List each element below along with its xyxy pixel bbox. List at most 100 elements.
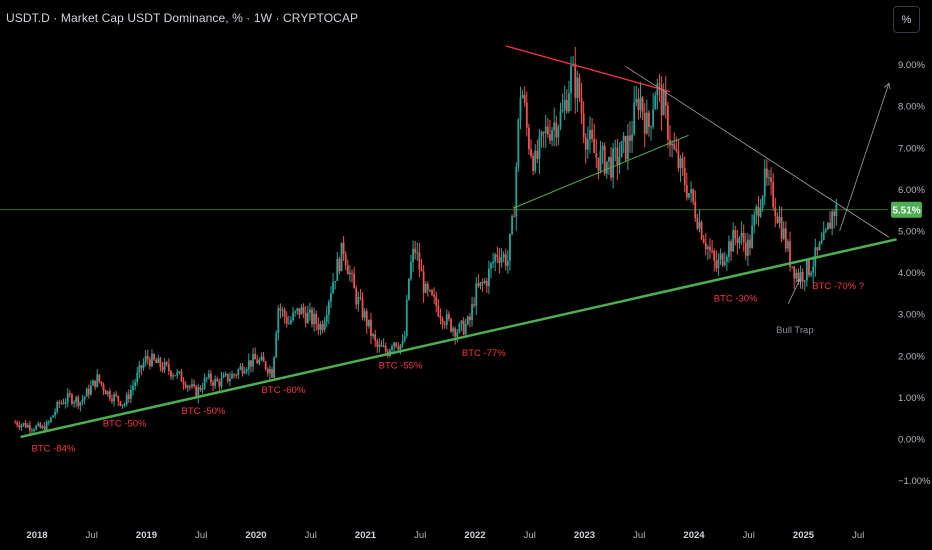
- symbol-title[interactable]: USDT.D · Market Cap USDT Dominance, % · …: [6, 11, 359, 25]
- candle-body: [469, 316, 471, 321]
- candle-body: [765, 168, 768, 178]
- candle-body: [528, 127, 530, 149]
- candle-body: [188, 386, 191, 388]
- candle-body: [199, 387, 202, 390]
- candle-body: [296, 308, 299, 312]
- candle-body: [159, 358, 162, 368]
- candle-body: [671, 143, 673, 146]
- trendline-triangle-low: [513, 134, 689, 209]
- candle-body: [782, 228, 785, 239]
- x-tick-label: Jul: [633, 530, 645, 541]
- candle-body: [121, 404, 124, 406]
- candle-body: [770, 177, 772, 182]
- candle-body: [271, 369, 273, 378]
- candle-body: [772, 181, 775, 208]
- candle-body: [182, 381, 185, 385]
- candle-body: [18, 425, 21, 428]
- annotation-label: BTC -77%: [462, 348, 506, 359]
- candle-body: [144, 355, 147, 363]
- candle-body: [784, 228, 787, 249]
- candle-body: [384, 345, 387, 352]
- candle-body: [521, 94, 524, 98]
- candle-body: [323, 321, 326, 331]
- x-tick-label: 2019: [136, 530, 157, 541]
- candle-body: [66, 393, 69, 403]
- trendline-projection-arrow: [839, 83, 890, 232]
- candle-body: [730, 241, 732, 252]
- candle-body: [300, 307, 303, 315]
- candle-body: [643, 112, 646, 134]
- candle-body: [768, 177, 770, 179]
- candle-body: [102, 384, 105, 391]
- candle-body: [692, 189, 695, 202]
- candle-body: [801, 271, 804, 282]
- candle-body: [454, 328, 457, 337]
- candle-body: [648, 112, 650, 127]
- candle-body: [829, 222, 831, 229]
- candle-body: [163, 362, 166, 371]
- arrowhead-projection-arrow: [884, 82, 891, 90]
- candle-body: [557, 127, 560, 138]
- candle-body: [633, 102, 636, 135]
- candle-body: [437, 305, 440, 316]
- candle-body: [77, 397, 80, 407]
- x-tick-label: Jul: [414, 530, 426, 541]
- candle-body: [546, 126, 549, 135]
- candle-body: [327, 301, 330, 315]
- candle-body: [791, 266, 794, 268]
- candle-body: [136, 372, 139, 383]
- candle-body: [740, 232, 743, 238]
- candle-body: [747, 239, 749, 256]
- candle-body: [262, 356, 265, 362]
- candle-body: [688, 193, 690, 198]
- candle-body: [73, 402, 75, 404]
- candle-body: [654, 95, 657, 110]
- candle-body: [618, 157, 621, 166]
- candle-body: [626, 135, 629, 160]
- candle-body: [283, 309, 286, 317]
- price-axis[interactable]: 9.00% 8.00% 7.00% 6.00% 5.00% 4.00% 3.00% 2.00%…: [898, 60, 931, 487]
- candle-body: [380, 344, 383, 347]
- candle-body: [108, 391, 111, 399]
- candle-body: [808, 259, 810, 276]
- candle-body: [332, 281, 334, 294]
- candle-body: [79, 402, 82, 407]
- candle-body: [431, 290, 433, 295]
- candle-body: [28, 425, 31, 431]
- candle-body: [732, 230, 735, 252]
- trendlines-layer: [0, 45, 897, 439]
- candle-body: [698, 222, 701, 229]
- candle-body: [258, 360, 261, 364]
- candle-body: [302, 307, 305, 313]
- candle-body: [490, 263, 492, 269]
- candle-body: [157, 358, 160, 364]
- candle-body: [429, 290, 431, 292]
- candle-body: [511, 216, 513, 234]
- candle-body: [422, 271, 425, 293]
- candle-body: [153, 354, 155, 360]
- candle-body: [117, 395, 120, 402]
- candle-body: [174, 375, 177, 377]
- candle-body: [382, 345, 385, 347]
- candle-body: [483, 280, 486, 284]
- candle-body: [403, 335, 406, 342]
- candle-body: [344, 254, 347, 266]
- candle-body: [180, 371, 183, 382]
- candle-body: [614, 147, 617, 149]
- candle-body: [370, 319, 372, 336]
- candle-body: [673, 143, 676, 149]
- candle-body: [195, 386, 198, 398]
- candle-body: [496, 254, 499, 257]
- percent-scale-button[interactable]: %: [893, 6, 920, 33]
- candle-body: [599, 150, 602, 171]
- candle-body: [685, 185, 688, 198]
- candle-body: [277, 308, 280, 333]
- candle-body: [351, 272, 353, 274]
- candle-body: [239, 366, 242, 370]
- candle-body: [664, 91, 667, 106]
- candle-body: [666, 105, 669, 140]
- candle-body: [447, 314, 450, 319]
- time-axis[interactable]: 2018 Jul 2019 Jul 2020 Jul 2021 Jul 2022 Jul 2023 J…: [26, 530, 864, 541]
- candle-body: [85, 388, 88, 397]
